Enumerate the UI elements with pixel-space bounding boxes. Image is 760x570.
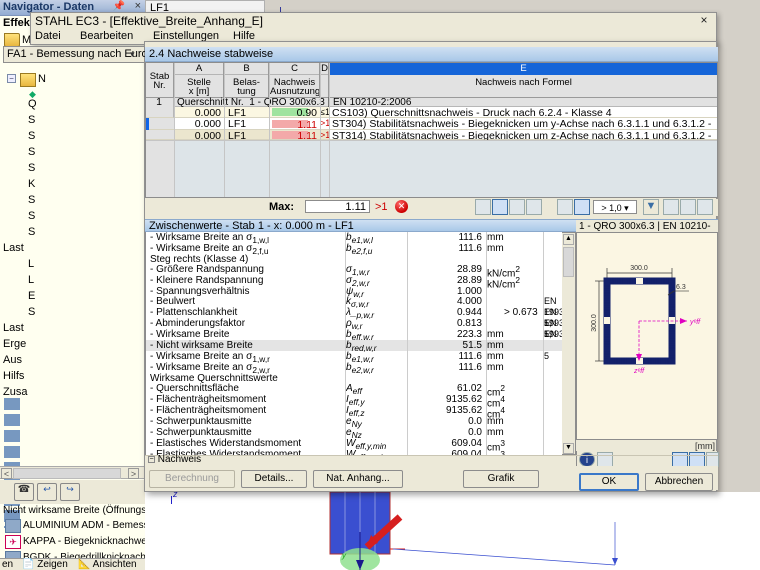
svg-text:300.0: 300.0 — [630, 265, 648, 272]
svg-text:6.3: 6.3 — [676, 284, 686, 291]
svg-text:yᵉff: yᵉff — [689, 319, 701, 326]
svg-text:zᵉff: zᵉff — [633, 368, 645, 375]
svg-text:300.0: 300.0 — [591, 314, 598, 332]
